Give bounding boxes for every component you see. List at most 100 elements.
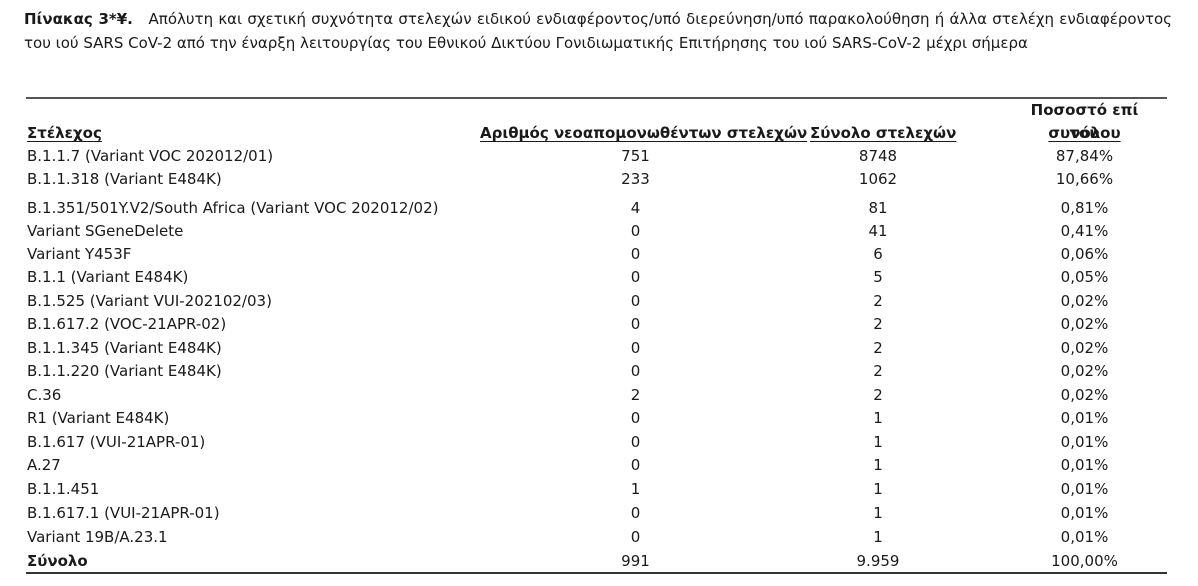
row-percent: 0,02%: [1060, 339, 1109, 357]
row-isolated: 233: [621, 170, 650, 188]
row-percent: 0,02%: [1060, 315, 1109, 333]
header-percent-line1: Ποσοστό επί του: [1030, 101, 1139, 142]
row-strain: R1 (Variant E484K): [27, 409, 170, 427]
row-strain: Variant SGeneDelete: [27, 222, 184, 240]
table-row: Variant Y453F 0 6 0,06%: [0, 243, 1198, 266]
row-percent: 10,66%: [1055, 170, 1114, 188]
caption-label: Πίνακας 3*¥.: [24, 10, 133, 28]
row-total: 2: [873, 315, 883, 333]
row-strain: B.1.617.1 (VUI-21APR-01): [27, 504, 220, 522]
row-strain: B.1.1.451: [27, 480, 100, 498]
row-percent: 0,06%: [1060, 245, 1109, 263]
row-percent: 0,41%: [1060, 222, 1109, 240]
row-isolated: 751: [621, 147, 650, 165]
row-percent: 0,81%: [1060, 199, 1109, 217]
row-strain: B.1.1.7 (Variant VOC 202012/01): [27, 147, 274, 165]
table-top-rule: [26, 97, 1167, 99]
row-isolated: 0: [630, 528, 641, 546]
row-strain: B.1.1.318 (Variant E484K): [27, 170, 222, 188]
table-row: B.1.1.220 (Variant E484K) 0 2 0,02%: [0, 360, 1198, 383]
row-strain: B.1.617 (VUI-21APR-01): [27, 433, 206, 451]
row-strain: Variant Y453F: [27, 245, 132, 263]
header-strain: Στέλεχος: [27, 124, 102, 142]
row-percent: 0,02%: [1060, 292, 1109, 310]
row-total: 2: [873, 386, 883, 404]
table-row: C.36 2 2 0,02%: [0, 384, 1198, 407]
row-percent: 0,02%: [1060, 386, 1109, 404]
total-total: 9.959: [856, 552, 900, 570]
row-total: 81: [868, 199, 888, 217]
row-percent: 0,02%: [1060, 362, 1109, 380]
total-label: Σύνολο: [27, 552, 88, 570]
total-percent: 100,00%: [1051, 552, 1118, 570]
table-row: B.1.351/501Y.V2/South Africa (Variant VO…: [0, 197, 1198, 220]
row-percent: 0,01%: [1060, 504, 1109, 522]
row-percent: 0,01%: [1060, 433, 1109, 451]
row-strain: B.1.1.220 (Variant E484K): [27, 362, 222, 380]
row-percent: 87,84%: [1055, 147, 1114, 165]
header-total: Σύνολο στελεχών: [810, 124, 957, 142]
row-total: 41: [868, 222, 888, 240]
row-total: 1: [873, 480, 883, 498]
table-row: B.1.1.345 (Variant E484K) 0 2 0,02%: [0, 337, 1198, 360]
row-isolated: 0: [630, 456, 641, 474]
row-isolated: 0: [630, 362, 641, 380]
header-isolated: Αριθμός νεοαπομονωθέντων στελεχών: [480, 124, 808, 142]
row-isolated: 0: [630, 504, 641, 522]
table-caption: Πίνακας 3*¥. Απόλυτη και σχετική συχνότη…: [24, 7, 1172, 55]
row-total: 2: [873, 362, 883, 380]
row-isolated: 1: [630, 480, 641, 498]
row-strain: Variant 19B/A.23.1: [27, 528, 168, 546]
row-percent: 0,01%: [1060, 409, 1109, 427]
row-total: 6: [873, 245, 883, 263]
row-percent: 0,05%: [1060, 268, 1109, 286]
row-strain: C.36: [27, 386, 62, 404]
table-row: B.1.1.318 (Variant E484K) 233 1062 10,66%: [0, 168, 1198, 191]
row-strain: B.1.617.2 (VOC-21APR-02): [27, 315, 227, 333]
table-row: Variant 19B/A.23.1 0 1 0,01%: [0, 526, 1198, 549]
table-row: B.1.617.1 (VUI-21APR-01) 0 1 0,01%: [0, 502, 1198, 525]
table-row: B.1.525 (Variant VUI-202102/03) 0 2 0,02%: [0, 290, 1198, 313]
row-strain: B.1.1.345 (Variant E484K): [27, 339, 222, 357]
row-isolated: 0: [630, 433, 641, 451]
table-row: B.1.1.7 (Variant VOC 202012/01) 751 8748 87…: [0, 145, 1198, 168]
total-row: Σύνολο 991 9.959 100,00%: [0, 550, 1198, 573]
total-isolated: 991: [621, 552, 650, 570]
row-isolated: 0: [630, 409, 641, 427]
row-isolated: 0: [630, 222, 641, 240]
row-total: 1: [873, 433, 883, 451]
row-isolated: 0: [630, 339, 641, 357]
row-total: 8748: [858, 147, 898, 165]
table-bottom-rule: [26, 572, 1167, 574]
row-isolated: 0: [630, 245, 641, 263]
row-total: 2: [873, 292, 883, 310]
row-total: 1: [873, 528, 883, 546]
caption-text: Απόλυτη και σχετική συχνότητα στελεχών ε…: [24, 10, 1172, 52]
row-total: 1: [873, 456, 883, 474]
row-total: 2: [873, 339, 883, 357]
row-isolated: 0: [630, 292, 641, 310]
table-row: B.1.617 (VUI-21APR-01) 0 1 0,01%: [0, 431, 1198, 454]
row-total: 1: [873, 504, 883, 522]
row-percent: 0,01%: [1060, 480, 1109, 498]
row-total: 5: [873, 268, 883, 286]
row-percent: 0,01%: [1060, 456, 1109, 474]
row-strain: B.1.525 (Variant VUI-202102/03): [27, 292, 272, 310]
row-isolated: 4: [630, 199, 641, 217]
table-row: B.1.1 (Variant E484K) 0 5 0,05%: [0, 266, 1198, 289]
row-strain: A.27: [27, 456, 61, 474]
table-row: B.1.617.2 (VOC-21APR-02) 0 2 0,02%: [0, 313, 1198, 336]
header-percent-line2: συνόλου: [1048, 124, 1121, 142]
table-row: B.1.1.451 1 1 0,01%: [0, 478, 1198, 501]
row-strain: B.1.1 (Variant E484K): [27, 268, 189, 286]
row-strain: B.1.351/501Y.V2/South Africa (Variant VO…: [27, 199, 439, 217]
table-row: Variant SGeneDelete 0 41 0,41%: [0, 220, 1198, 243]
row-percent: 0,01%: [1060, 528, 1109, 546]
table-row: R1 (Variant E484K) 0 1 0,01%: [0, 407, 1198, 430]
row-total: 1: [873, 409, 883, 427]
row-isolated: 2: [630, 386, 641, 404]
row-isolated: 0: [630, 315, 641, 333]
table-row: A.27 0 1 0,01%: [0, 454, 1198, 477]
row-isolated: 0: [630, 268, 641, 286]
row-total: 1062: [858, 170, 898, 188]
